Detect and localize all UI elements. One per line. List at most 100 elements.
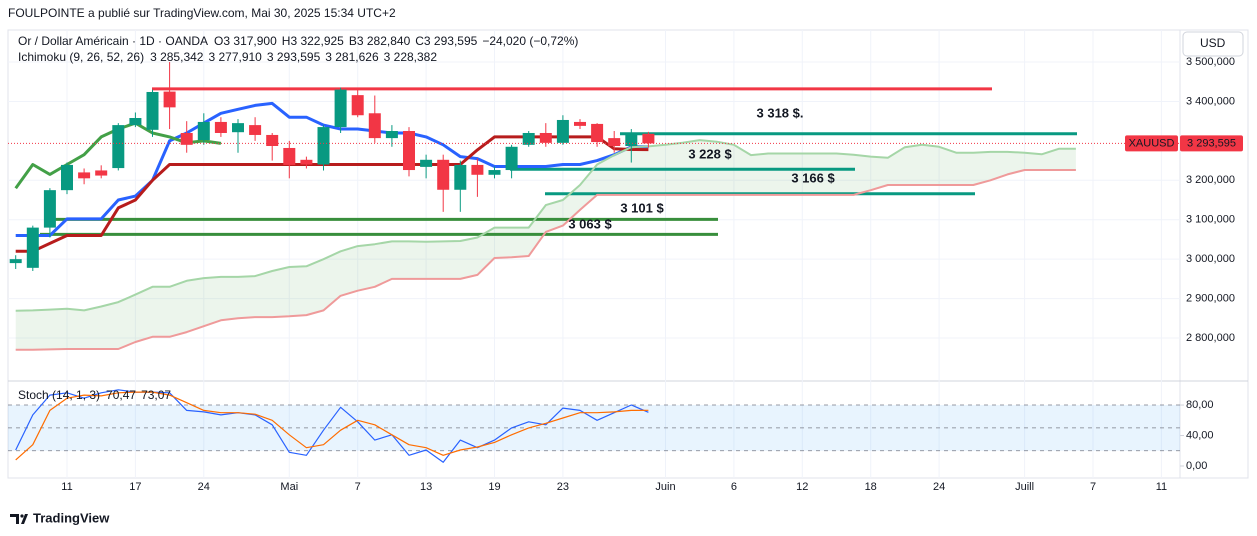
candle-body (539, 132, 552, 143)
level-label: 3 063 $ (568, 216, 612, 231)
candle-body (43, 190, 56, 228)
candle-body (214, 121, 227, 133)
candle-body (608, 138, 621, 146)
candle-body (283, 147, 296, 165)
candle-body (351, 95, 364, 116)
legend-text: B (349, 34, 357, 48)
x-tick-label: 13 (420, 481, 432, 493)
x-tick-label: 24 (198, 481, 210, 493)
main-pane (9, 62, 1077, 351)
x-tick-label: Mai (280, 481, 298, 493)
level-label: 3 166 $ (791, 170, 835, 185)
candle-body (163, 91, 176, 108)
price-tag (1180, 135, 1243, 152)
y-tick-label: 3 500,000 (1186, 56, 1235, 68)
symbol-tag-label: XAUUSD (1129, 137, 1175, 149)
candle-body (454, 164, 467, 190)
candle-body (300, 159, 313, 165)
candle-body (385, 131, 398, 139)
candle-body (9, 259, 22, 264)
y-tick-label: 2 800,000 (1186, 332, 1235, 344)
candle-body (78, 172, 91, 179)
legend-text: H (282, 34, 291, 48)
level-label: 3 101 $ (620, 200, 664, 215)
y-tick-label: 80,00 (1186, 399, 1214, 411)
x-tick-label: 24 (933, 481, 945, 493)
level-label: 3 318 $. (757, 105, 804, 120)
candle-body (61, 164, 73, 191)
legend-text: 3 293,595 (424, 34, 478, 48)
legend-text: Ichimoku (9, 26, 52, 26) (18, 50, 144, 64)
x-tick-label: 6 (731, 481, 737, 493)
x-tick-label: Juill (1015, 481, 1034, 493)
legend-text: O (214, 34, 223, 48)
candle-body (334, 89, 347, 128)
y-tick-label: 2 900,000 (1186, 292, 1235, 304)
candle-body (403, 131, 415, 171)
price-tag-label: 3 293,595 (1187, 137, 1236, 149)
y-tick-label: 3 400,000 (1186, 95, 1235, 107)
candle-body (129, 118, 142, 126)
legend-text: 73,07 (141, 388, 171, 402)
candle-body (522, 132, 535, 145)
legend-text: 3 322,925 (290, 34, 344, 48)
candle-body (368, 113, 381, 139)
x-tick-label: 7 (1090, 481, 1096, 493)
legend-text: Stoch (14, 1, 3) (18, 388, 100, 402)
legend-text: 3 285,342 (150, 50, 204, 64)
candle-body (420, 159, 433, 167)
candle-body (112, 125, 125, 169)
candle-body (591, 123, 604, 143)
legend-text: −24,020 (−0,72%) (482, 34, 578, 48)
currency-button[interactable] (1182, 31, 1244, 57)
x-tick-label: 11 (61, 481, 72, 493)
logo (10, 514, 28, 524)
y-tick-label: 3 200,000 (1186, 174, 1235, 186)
y-tick-label: 3 100,000 (1186, 214, 1235, 226)
legend-text: 3 282,840 (357, 34, 411, 48)
legend-text: 3 228,382 (384, 50, 438, 64)
candle-body (317, 127, 330, 165)
candle-body (625, 134, 638, 146)
candle-body (471, 164, 484, 175)
x-tick-label: 18 (865, 481, 877, 493)
legend-text: 3 277,910 (208, 50, 262, 64)
legend-text: Or / Dollar Américain · 1D · OANDA (18, 34, 208, 48)
ichimoku-line (15, 139, 1076, 312)
legend-text: 3 317,900 (223, 34, 277, 48)
x-tick-label: 11 (1156, 481, 1167, 493)
candle-body (556, 119, 569, 143)
candle-body (642, 133, 655, 144)
x-tick-label: 12 (796, 481, 808, 493)
candle-body (180, 132, 193, 145)
level-label: 3 228 $ (688, 146, 732, 161)
frame (7, 29, 1249, 479)
x-tick-label: Juin (655, 481, 675, 493)
publisher: FOULPOINTE a publié sur TradingView.com,… (8, 6, 396, 20)
legend-text: 70,47 (106, 388, 136, 402)
candle-body (437, 159, 450, 190)
ichimoku-line (15, 101, 649, 237)
currency: USD (1200, 36, 1226, 50)
candle-body (249, 125, 262, 135)
candle-body (232, 123, 244, 133)
y-tick-label: 40,00 (1186, 429, 1214, 441)
candle-body (146, 91, 159, 130)
candle-body (197, 121, 210, 141)
stoch-pane (8, 389, 1180, 463)
ichimoku-line (15, 169, 1076, 351)
x-tick-label: 23 (557, 481, 569, 493)
brand: TradingView (33, 510, 110, 525)
legend-text: 3 281,626 (325, 50, 379, 64)
legend-text: C (415, 34, 424, 48)
candle-body (26, 227, 39, 268)
stoch-line (15, 391, 649, 461)
y-tick-label: 0,00 (1186, 460, 1207, 472)
candle-body (574, 121, 586, 126)
candle-body (266, 134, 279, 146)
y-tick-label: 3 000,000 (1186, 253, 1235, 265)
x-tick-label: 19 (488, 481, 500, 493)
x-tick-label: 7 (355, 481, 361, 493)
candle-body (505, 146, 518, 171)
